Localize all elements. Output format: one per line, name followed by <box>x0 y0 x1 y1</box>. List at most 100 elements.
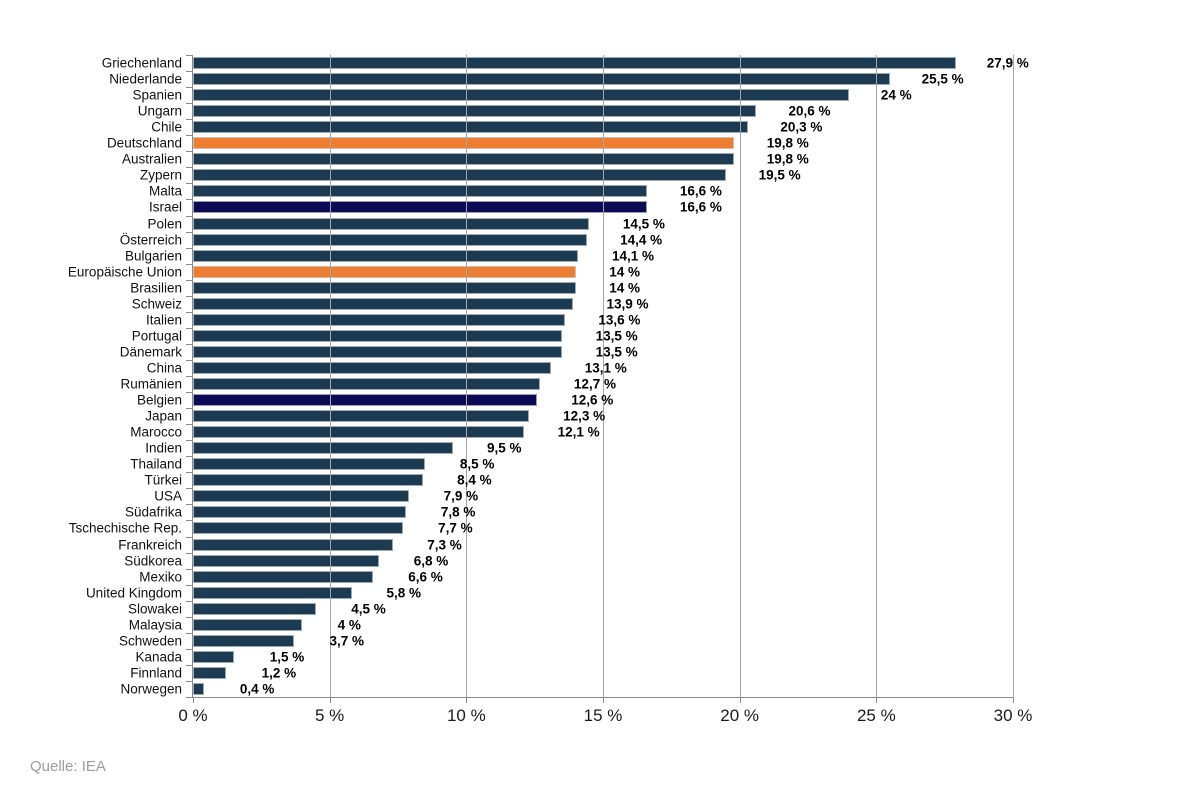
y-axis-tick <box>186 295 192 297</box>
y-axis-tick <box>186 376 192 377</box>
bar <box>193 554 379 567</box>
y-axis-tick <box>186 247 192 249</box>
bar-value-label: 14,5 % <box>622 216 665 232</box>
x-axis-tick <box>1013 698 1014 703</box>
category-label: Thailand <box>130 456 182 472</box>
x-tick-label: 0 % <box>178 706 208 725</box>
bar-value-label: 12,1 % <box>557 424 600 440</box>
bar-value-label: 6,6 % <box>408 569 443 585</box>
bar-value-label: 19,8 % <box>766 151 809 167</box>
bar-value-label: 12,6 % <box>571 392 614 408</box>
bar <box>193 201 647 214</box>
y-axis-tick <box>186 263 192 265</box>
bar-value-label: 13,1 % <box>584 360 627 376</box>
category-label: Malaysia <box>128 617 182 633</box>
x-axis-line <box>186 697 1014 698</box>
y-axis-tick <box>186 183 192 185</box>
y-axis-tick <box>186 279 192 281</box>
gridline <box>739 55 741 697</box>
bar <box>193 378 541 391</box>
bar-value-label: 27,9 % <box>986 55 1029 71</box>
y-axis-tick <box>186 600 192 602</box>
bar-value-label: 7,9 % <box>443 488 479 504</box>
bar <box>193 618 303 631</box>
bar-value-label: 8,4 % <box>457 472 492 488</box>
bar-value-label: 12,7 % <box>573 376 616 392</box>
bar <box>193 410 530 423</box>
bar <box>193 217 590 230</box>
y-axis-tick <box>186 648 192 650</box>
bar <box>193 474 423 487</box>
y-axis-tick <box>186 359 192 361</box>
category-label: Mexiko <box>139 569 182 585</box>
category-label: Bulgarien <box>124 248 182 264</box>
y-axis-tick <box>186 151 192 153</box>
y-axis-tick <box>186 231 192 233</box>
bar <box>193 249 579 262</box>
x-axis-tick <box>466 698 468 703</box>
bar <box>193 634 295 647</box>
x-axis-tick <box>876 698 878 703</box>
bar <box>193 570 374 583</box>
bar <box>193 73 890 86</box>
bar <box>193 105 757 118</box>
bar <box>193 522 404 535</box>
category-label: United Kingdom <box>85 585 182 601</box>
category-label: Belgien <box>136 392 182 408</box>
bar-value-label: 1,2 % <box>261 665 297 681</box>
y-axis-tick <box>186 616 192 618</box>
category-label: Südkorea <box>124 553 182 569</box>
category-label: Spanien <box>132 87 182 103</box>
y-axis-tick <box>186 456 192 458</box>
x-axis-tick <box>193 698 194 703</box>
bar-value-label: 16,6 % <box>679 199 722 215</box>
bar <box>193 153 735 166</box>
x-tick-label: 5 % <box>315 706 345 725</box>
category-label: Indien <box>145 440 182 456</box>
gridline <box>1013 55 1014 697</box>
gridline <box>876 55 878 697</box>
x-tick-label: 30 % <box>993 706 1033 725</box>
y-axis-tick <box>186 343 192 345</box>
x-axis-tick <box>739 698 741 703</box>
x-axis-tick <box>329 698 331 703</box>
y-axis-tick <box>186 215 192 217</box>
bar <box>193 490 409 503</box>
y-axis-tick <box>186 392 192 394</box>
bar <box>193 394 538 407</box>
bar <box>193 458 426 471</box>
category-label: Norwegen <box>120 681 182 697</box>
y-axis-tick <box>186 87 192 89</box>
bar <box>193 281 576 294</box>
category-label: Schweiz <box>131 296 182 312</box>
category-label: Südafrika <box>124 504 182 520</box>
category-label: Niederlande <box>109 71 182 87</box>
bar-value-label: 14 % <box>609 264 641 280</box>
bar-value-label: 0,4 % <box>239 681 275 697</box>
bar-value-label: 19,5 % <box>758 167 801 183</box>
category-label: Australien <box>121 151 182 167</box>
bar-value-label: 12,3 % <box>563 408 606 424</box>
bar <box>193 506 407 519</box>
y-axis-tick <box>186 103 192 105</box>
y-axis-tick <box>186 520 192 522</box>
bar-value-label: 20,6 % <box>788 103 831 119</box>
bar <box>193 265 576 278</box>
y-axis-tick <box>186 536 192 538</box>
category-label: Brasilien <box>130 280 182 296</box>
y-axis-tick <box>186 488 192 490</box>
category-label: Italien <box>145 312 182 328</box>
category-label: Tschechische Rep. <box>68 520 182 536</box>
y-axis-tick <box>186 504 192 506</box>
bar <box>193 538 393 551</box>
category-label: Dänemark <box>119 344 182 360</box>
bar-value-label: 6,8 % <box>413 553 449 569</box>
bar-value-label: 14 % <box>609 280 641 296</box>
category-label: Portugal <box>131 328 182 344</box>
x-tick-label: 10 % <box>446 706 486 725</box>
y-axis-tick <box>186 408 192 410</box>
y-axis-tick <box>186 199 192 201</box>
category-label: Marocco <box>130 424 182 440</box>
bar-value-label: 3,7 % <box>329 633 365 649</box>
